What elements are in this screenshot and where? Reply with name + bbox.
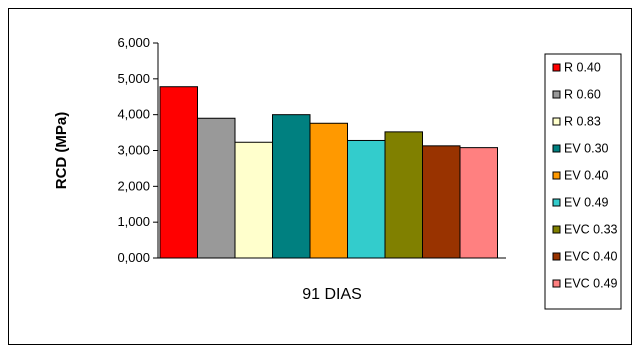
legend-label: R 0.40	[564, 61, 601, 75]
legend-label: EVC 0.49	[564, 277, 618, 291]
legend-swatch	[552, 117, 561, 126]
y-tick-label: 4,000	[117, 107, 150, 122]
legend-swatch	[552, 225, 561, 234]
bar	[272, 114, 311, 259]
y-tick-label: 0,000	[117, 250, 150, 265]
legend-label: R 0.83	[564, 115, 601, 129]
y-tick-label: 6,000	[117, 35, 150, 50]
legend-swatch	[552, 171, 561, 180]
legend: R 0.40 R 0.60 R 0.83 EV 0.30 EV 0.40 EV 0.49 E…	[544, 53, 622, 310]
legend-swatch	[552, 198, 561, 207]
legend-label: R 0.60	[564, 88, 601, 102]
y-tick-label: 5,000	[117, 71, 150, 86]
legend-label: EVC 0.40	[564, 250, 618, 264]
x-category-label: 91 DIAS	[302, 286, 362, 303]
legend-swatch	[552, 252, 561, 261]
bar-group	[159, 86, 498, 259]
y-tick-label: 1,000	[117, 214, 150, 229]
legend-label: EV 0.30	[564, 142, 609, 156]
legend-swatch	[552, 279, 561, 288]
legend-label: EV 0.40	[564, 169, 609, 183]
legend-swatch	[552, 144, 561, 153]
legend-label: EVC 0.33	[564, 223, 618, 237]
legend-swatch	[552, 63, 561, 72]
legend-label: EV 0.49	[564, 196, 609, 210]
chart-frame: 0,000 1,000 2,000 3,000 4,000 5,000 6,000 91 D…	[8, 8, 632, 345]
bar	[459, 147, 498, 259]
bar	[197, 117, 236, 259]
y-tick-label: 3,000	[117, 143, 150, 158]
legend-swatch	[552, 90, 561, 99]
bar-chart: 0,000 1,000 2,000 3,000 4,000 5,000 6,000 91 D…	[53, 35, 622, 310]
y-axis: 0,000 1,000 2,000 3,000 4,000 5,000 6,000	[117, 35, 159, 265]
bar	[159, 86, 198, 259]
y-tick-label: 2,000	[117, 178, 150, 193]
bar	[384, 131, 423, 259]
bar	[309, 122, 348, 259]
bar	[422, 145, 461, 259]
bar	[234, 141, 273, 259]
y-axis-title: RCD (MPa)	[53, 112, 70, 190]
bar	[347, 139, 386, 259]
